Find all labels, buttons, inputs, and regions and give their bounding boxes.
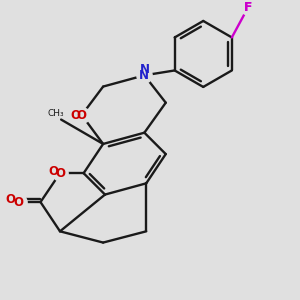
Text: CH₃: CH₃	[47, 109, 64, 118]
Text: F: F	[244, 1, 252, 13]
Text: F: F	[244, 1, 253, 13]
Text: O: O	[55, 167, 65, 180]
Text: O: O	[5, 193, 16, 206]
Text: O: O	[70, 109, 80, 122]
Text: N: N	[140, 63, 150, 76]
Text: N: N	[140, 69, 149, 82]
Text: O: O	[77, 109, 87, 122]
Text: O: O	[14, 196, 24, 208]
Text: O: O	[48, 165, 58, 178]
